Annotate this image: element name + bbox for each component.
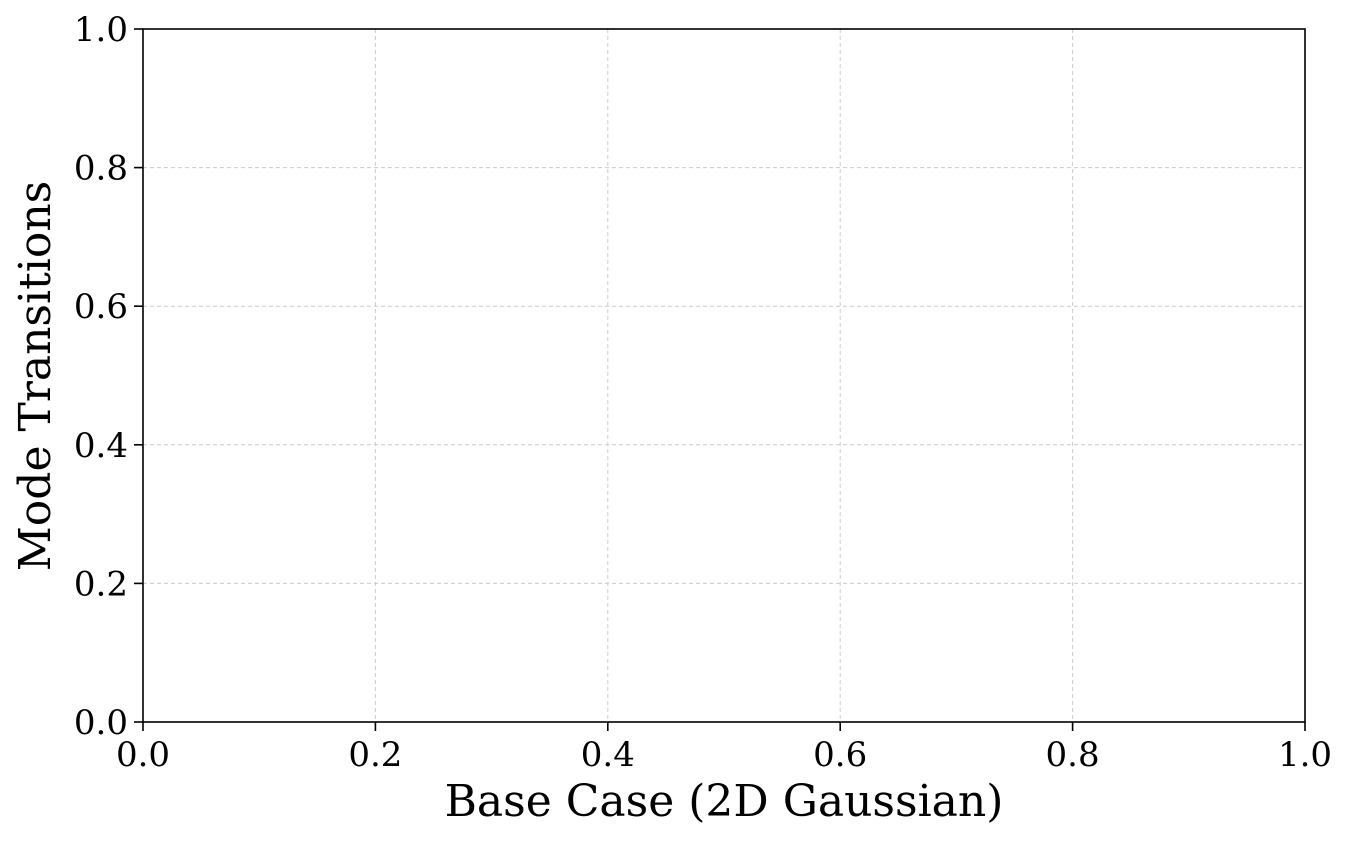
plot-background xyxy=(143,29,1305,722)
y-tick-label: 0.6 xyxy=(74,287,128,327)
y-tick-label: 1.0 xyxy=(74,10,128,50)
y-tick-label: 0.4 xyxy=(74,426,128,466)
x-tick-label: 1.0 xyxy=(1278,735,1332,775)
x-tick-label: 0.8 xyxy=(1046,735,1100,775)
axis-ticks: 0.0 0.2 0.4 0.6 0.8 1.0 0.0 0.2 0.4 0.6 0.8 1.0 xyxy=(74,10,1332,775)
y-tick-label: 0.8 xyxy=(74,149,128,189)
x-tick-label: 0.4 xyxy=(581,735,635,775)
plot-frame xyxy=(142,28,1306,723)
y-axis-label: Mode Transitions xyxy=(10,181,61,572)
x-axis-label: Base Case (2D Gaussian) xyxy=(445,776,1004,827)
y-tick-label: 0.2 xyxy=(74,564,128,604)
y-tick-label: 0.0 xyxy=(74,703,128,743)
x-tick-label: 0.2 xyxy=(348,735,402,775)
x-tick-label: 0.0 xyxy=(116,735,170,775)
x-tick-label: 0.6 xyxy=(813,735,867,775)
